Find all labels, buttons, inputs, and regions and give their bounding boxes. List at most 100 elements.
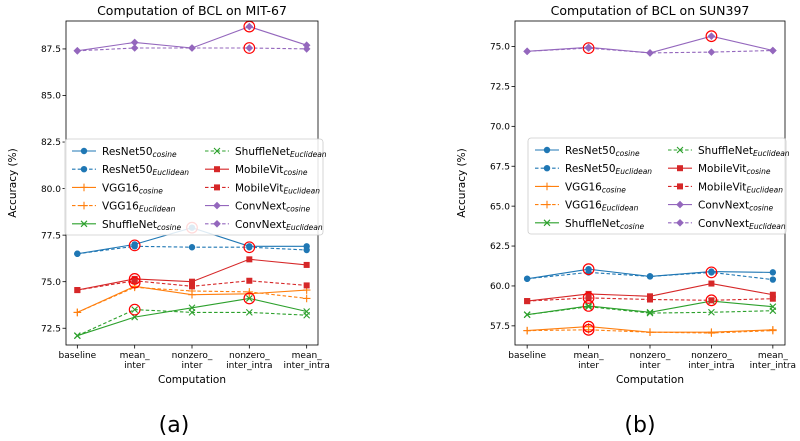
data-point-shufflenet-euclidean — [523, 311, 531, 319]
legend-entry-resnet50-cosine: ResNet50cosine — [565, 145, 640, 158]
data-point-shufflenet-euclidean — [131, 306, 139, 314]
legend-marker — [543, 165, 551, 172]
legend-entry-mobilevit-euclidean: MobileVitEuclidean — [235, 182, 320, 195]
y-tick-label: 85.0 — [41, 92, 61, 102]
data-point-resnet50-euclidean — [74, 250, 81, 257]
x-tick-label: mean_ inter_intra — [283, 351, 329, 371]
highlight-ring — [582, 263, 595, 276]
data-point-resnet50-euclidean — [646, 273, 654, 280]
data-point-shufflenet-cosine — [245, 295, 253, 302]
x-tick-label: mean_ inter_intra — [750, 351, 796, 371]
legend-entry-shufflenet-euclidean: ShuffleNetEuclidean — [698, 145, 790, 158]
data-point-mobilevit-euclidean — [647, 296, 653, 303]
data-point-resnet50-euclidean — [188, 244, 196, 251]
data-point-resnet50-euclidean — [708, 269, 715, 276]
data-point-convnext-euclidean — [188, 44, 196, 52]
data-point-mobilevit-euclidean — [708, 297, 715, 304]
data-point-resnet50-euclidean — [303, 246, 310, 254]
data-point-resnet50-euclidean — [246, 244, 253, 251]
data-point-convnext-euclidean — [523, 47, 531, 56]
data-point-convnext-euclidean — [302, 45, 311, 53]
legend-entry-resnet50-cosine: ResNet50cosine — [102, 146, 177, 159]
legend-marker — [677, 183, 683, 190]
x-axis-label: Computation — [616, 374, 684, 386]
data-point-mobilevit-euclidean — [131, 277, 138, 284]
legend-marker — [214, 184, 220, 191]
data-point-mobilevit-cosine — [708, 280, 715, 287]
data-point-vgg16-euclidean — [769, 326, 777, 335]
legend-marker — [80, 147, 88, 155]
highlight-ring — [582, 320, 595, 333]
legend-entry-shufflenet-cosine: ShuffleNetcosine — [565, 218, 644, 231]
highlight-ring — [243, 292, 256, 305]
legend-marker — [543, 200, 551, 209]
data-point-mobilevit-cosine — [585, 290, 592, 297]
y-tick-label: 57.5 — [490, 322, 510, 332]
legend-entry-resnet50-euclidean: ResNet50Euclidean — [102, 164, 189, 177]
legend-entry-vgg16-euclidean: VGG16Euclidean — [565, 200, 639, 213]
data-point-mobilevit-cosine — [246, 256, 253, 263]
legend-marker — [80, 183, 88, 192]
data-point-shufflenet-cosine — [585, 302, 592, 310]
legend-marker — [543, 219, 551, 227]
legend-marker — [213, 220, 221, 228]
data-point-mobilevit-euclidean — [524, 298, 531, 305]
data-point-mobilevit-euclidean — [303, 282, 310, 289]
data-point-mobilevit-cosine — [769, 291, 776, 298]
x-tick-label: mean_ inter — [120, 351, 151, 371]
data-point-vgg16-euclidean — [646, 328, 654, 337]
data-point-shufflenet-euclidean — [769, 307, 777, 315]
legend-entry-shufflenet-cosine: ShuffleNetcosine — [102, 219, 181, 232]
data-point-vgg16-euclidean — [302, 294, 311, 303]
series-line-shufflenet-euclidean — [77, 309, 307, 337]
panel-label: (b) — [624, 413, 655, 438]
chart-panel-sun397: Computation of BCL on SUN397 57.5 60.0 62.5… — [456, 3, 796, 438]
y-tick-label: 72.5 — [490, 83, 510, 93]
legend-entry-convnext-euclidean: ConvNextEuclidean — [235, 219, 323, 232]
data-point-shufflenet-euclidean — [188, 309, 196, 316]
legend-marker — [676, 200, 684, 209]
legend-entry-convnext-cosine: ConvNextcosine — [698, 200, 774, 213]
legend-entry-mobilevit-cosine: MobileVitcosine — [698, 163, 771, 176]
data-point-resnet50-euclidean — [523, 275, 531, 282]
legend-marker — [676, 219, 684, 227]
highlight-ring — [705, 266, 718, 279]
data-point-shufflenet-euclidean — [585, 303, 592, 311]
legend-entry-vgg16-euclidean: VGG16Euclidean — [102, 201, 176, 214]
legend-marker — [677, 165, 683, 172]
x-tick-label: nonzero_ inter — [630, 351, 671, 371]
chart-panel-mit67: Computation of BCL on MIT-67 72.5 75.0 77.5… — [7, 3, 330, 438]
data-point-convnext-euclidean — [646, 49, 654, 57]
data-point-vgg16-euclidean — [523, 326, 531, 335]
highlight-ring — [128, 303, 141, 316]
data-point-shufflenet-euclidean — [303, 311, 311, 319]
legend-marker — [213, 147, 221, 155]
y-axis-label: Accuracy (%) — [7, 148, 19, 217]
chart-title: Computation of BCL on MIT-67 — [97, 3, 287, 18]
data-point-convnext-euclidean — [769, 46, 777, 55]
legend-entry-shufflenet-euclidean: ShuffleNetEuclidean — [235, 146, 327, 159]
highlight-ring — [243, 241, 256, 254]
y-tick-label: 82.5 — [41, 138, 61, 148]
y-axis-label: Accuracy (%) — [456, 148, 468, 217]
data-point-convnext-euclidean — [73, 46, 82, 55]
legend-marker — [543, 146, 551, 154]
highlight-ring — [128, 239, 141, 252]
legend-marker — [213, 201, 221, 210]
data-point-resnet50-euclidean — [769, 276, 777, 283]
x-tick-label: nonzero_ inter_intra — [688, 351, 734, 371]
data-point-mobilevit-euclidean — [585, 294, 592, 301]
y-tick-label: 77.5 — [41, 231, 61, 241]
legend-entry-mobilevit-cosine: MobileVitcosine — [235, 164, 308, 177]
legend-marker — [80, 220, 88, 228]
data-point-mobilevit-euclidean — [246, 277, 253, 284]
y-tick-label: 70.0 — [490, 123, 510, 133]
data-point-mobilevit-cosine — [303, 261, 310, 268]
y-tick-label: 62.5 — [490, 242, 510, 252]
series-line-shufflenet-euclidean — [527, 306, 773, 316]
y-tick-label: 67.5 — [490, 162, 510, 172]
data-point-shufflenet-cosine — [646, 308, 654, 316]
legend-marker — [80, 201, 88, 210]
x-tick-label: nonzero_ inter — [172, 351, 213, 371]
